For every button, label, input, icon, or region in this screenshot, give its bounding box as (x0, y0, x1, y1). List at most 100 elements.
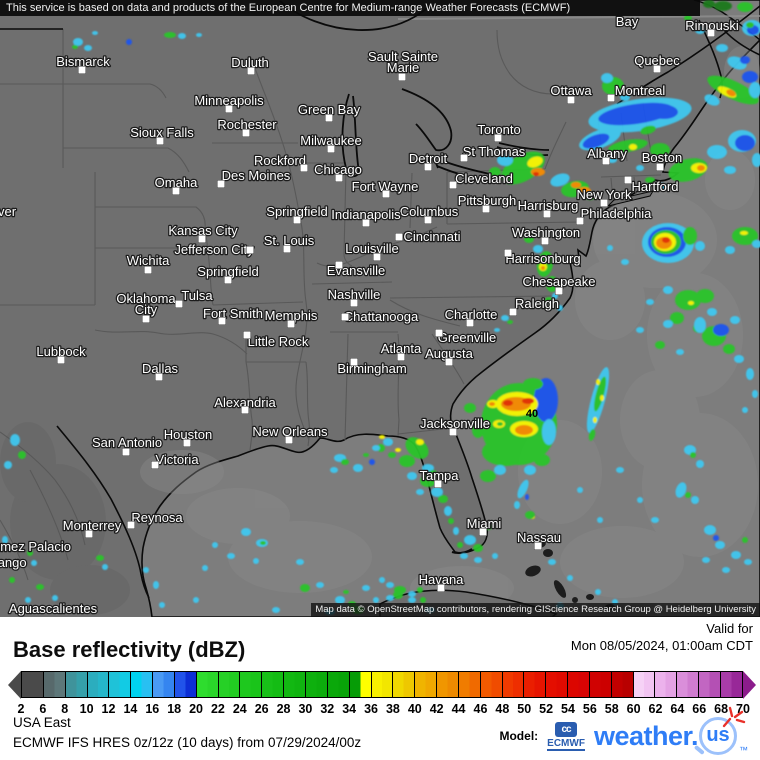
colorbar-tick: 20 (189, 702, 203, 716)
radar-cell (522, 398, 534, 404)
radar-cell (534, 378, 558, 422)
city-label: Greenville (438, 330, 497, 345)
city-label: Atlanta (381, 341, 422, 356)
radar-cell (713, 324, 729, 336)
city-marker (78, 66, 86, 74)
city-marker (155, 373, 163, 381)
city-label: Duluth (231, 55, 269, 70)
radar-cell (746, 368, 754, 380)
city-label: Cincinnati (403, 229, 460, 244)
colorbar-tick: 10 (79, 702, 94, 716)
radar-cell (2, 536, 8, 544)
radar-cell (399, 455, 415, 467)
sparkle-icon (722, 706, 746, 728)
radar-cell (577, 487, 583, 493)
city-label: Springfield (197, 264, 258, 279)
radar-cell (503, 400, 513, 406)
radar-cell (608, 139, 648, 153)
radar-cell (330, 467, 338, 473)
colorbar-tick: 2 (17, 702, 25, 716)
colorbar-tick: 36 (364, 702, 378, 716)
radar-cell (690, 452, 696, 458)
radar-cell (524, 465, 536, 475)
state-borders (0, 29, 662, 581)
radar-cell (202, 565, 208, 571)
city-marker (142, 315, 150, 323)
radar-cell (541, 266, 545, 270)
city-marker (435, 329, 443, 337)
city-label: Columbus (400, 204, 459, 219)
city-marker (241, 406, 249, 414)
storm-max-value: 40 (526, 408, 538, 420)
radar-cell (702, 557, 710, 563)
radar-cell (650, 143, 670, 157)
radar-cell (300, 584, 310, 592)
colorbar-right-arrow (743, 670, 756, 699)
radar-cell (696, 460, 704, 468)
radar-cell (193, 597, 199, 603)
city-label: Pittsburgh (458, 193, 517, 208)
city-marker (707, 29, 715, 37)
radar-cell (716, 44, 728, 52)
radar-cell (557, 305, 563, 311)
city-marker (479, 528, 487, 536)
radar-cell (577, 187, 591, 195)
radar-cell (73, 38, 83, 46)
colorbar-tick: 52 (539, 702, 554, 716)
trademark-symbol: ™ (739, 745, 748, 755)
city-marker (246, 246, 254, 254)
radar-cell (507, 320, 513, 324)
radar-cell (497, 422, 503, 426)
radar-cell (383, 438, 393, 446)
colorbar-tick: 12 (101, 702, 116, 716)
colorbar-tick: 66 (692, 702, 707, 716)
city-label: Detroit (409, 151, 448, 166)
colorbar-cell (437, 672, 459, 697)
city-marker (341, 313, 349, 321)
colorbar-tick: 32 (320, 702, 335, 716)
colorbar-cell (633, 672, 656, 697)
city-marker (541, 237, 549, 245)
radar-cell (417, 587, 423, 593)
radar-cell (377, 444, 385, 452)
radar-cell (143, 567, 149, 573)
radar-cell (651, 517, 659, 523)
city-label: Miami (467, 516, 502, 531)
radar-cell (707, 145, 727, 159)
radar-cell (675, 482, 687, 498)
city-marker (395, 233, 403, 241)
radar-cell (492, 553, 498, 559)
map-canvas: 40 Bay Rimouski Bismarck Duluth Quebec Sault … (0, 0, 760, 617)
radar-cell (444, 506, 452, 516)
colorbar-tick: 26 (254, 702, 269, 716)
colorbar-tick: 22 (210, 702, 225, 716)
city-label: Augusta (425, 346, 473, 361)
radar-cell (676, 349, 684, 355)
colorbar-cell (196, 672, 219, 697)
radar-cell (464, 535, 476, 545)
radar-cell (646, 299, 654, 305)
colorbar-tick: 40 (407, 702, 422, 716)
radar-cell (707, 75, 759, 105)
city-labels-layer: Bay Rimouski Bismarck Duluth Quebec Sault Sai… (0, 13, 740, 617)
radar-cell (725, 246, 735, 254)
city-marker (335, 261, 343, 269)
radar-cell (714, 1, 732, 11)
radar-cell (362, 585, 370, 591)
radar-cell (730, 316, 740, 324)
city-marker (335, 174, 343, 182)
radar-cell (752, 240, 760, 248)
radar-cell (386, 595, 394, 601)
radar-cell (662, 237, 670, 243)
colorbar-tick: 50 (517, 702, 532, 716)
radar-cell (379, 435, 385, 439)
radar-cell (567, 575, 573, 581)
radar-cell (722, 567, 730, 573)
city-marker (373, 253, 381, 261)
radar-cell (227, 553, 235, 559)
model-label: Model: (499, 729, 539, 743)
city-label: New York (577, 187, 632, 202)
city-marker (445, 358, 453, 366)
ecmwf-logo-text: ECMWF (547, 737, 585, 751)
city-marker (85, 530, 93, 538)
